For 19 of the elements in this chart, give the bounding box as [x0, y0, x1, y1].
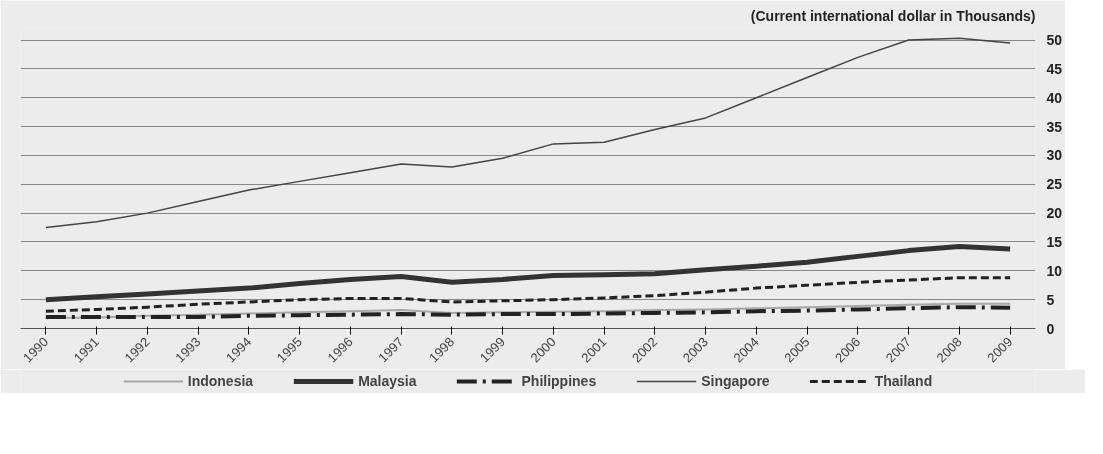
y-tick-label: 30: [1046, 147, 1063, 164]
y-tick-label: 20: [1046, 205, 1063, 222]
legend-label: Thailand: [874, 373, 933, 389]
y-tick-label: 0: [1046, 320, 1055, 337]
line-series: [45, 37, 1011, 229]
y-tick-label: 50: [1046, 32, 1063, 49]
y-tick-label: 10: [1046, 262, 1063, 279]
legend-label: Singapore: [701, 373, 770, 389]
legend-label: Philippines: [521, 373, 597, 389]
y-tick-label: 35: [1046, 118, 1063, 135]
y-tick-label: 25: [1046, 176, 1063, 193]
y-tick-label: 40: [1046, 89, 1063, 106]
line-series: [44, 276, 1012, 313]
y-axis-title: (Current international dollar in Thousands): [750, 7, 1036, 24]
y-tick-label: 5: [1046, 291, 1055, 308]
legend-label: Malaysia: [358, 373, 417, 389]
y-tick-label: 15: [1046, 233, 1063, 250]
y-tick-label: 45: [1046, 60, 1063, 77]
legend-label: Indonesia: [187, 373, 254, 389]
